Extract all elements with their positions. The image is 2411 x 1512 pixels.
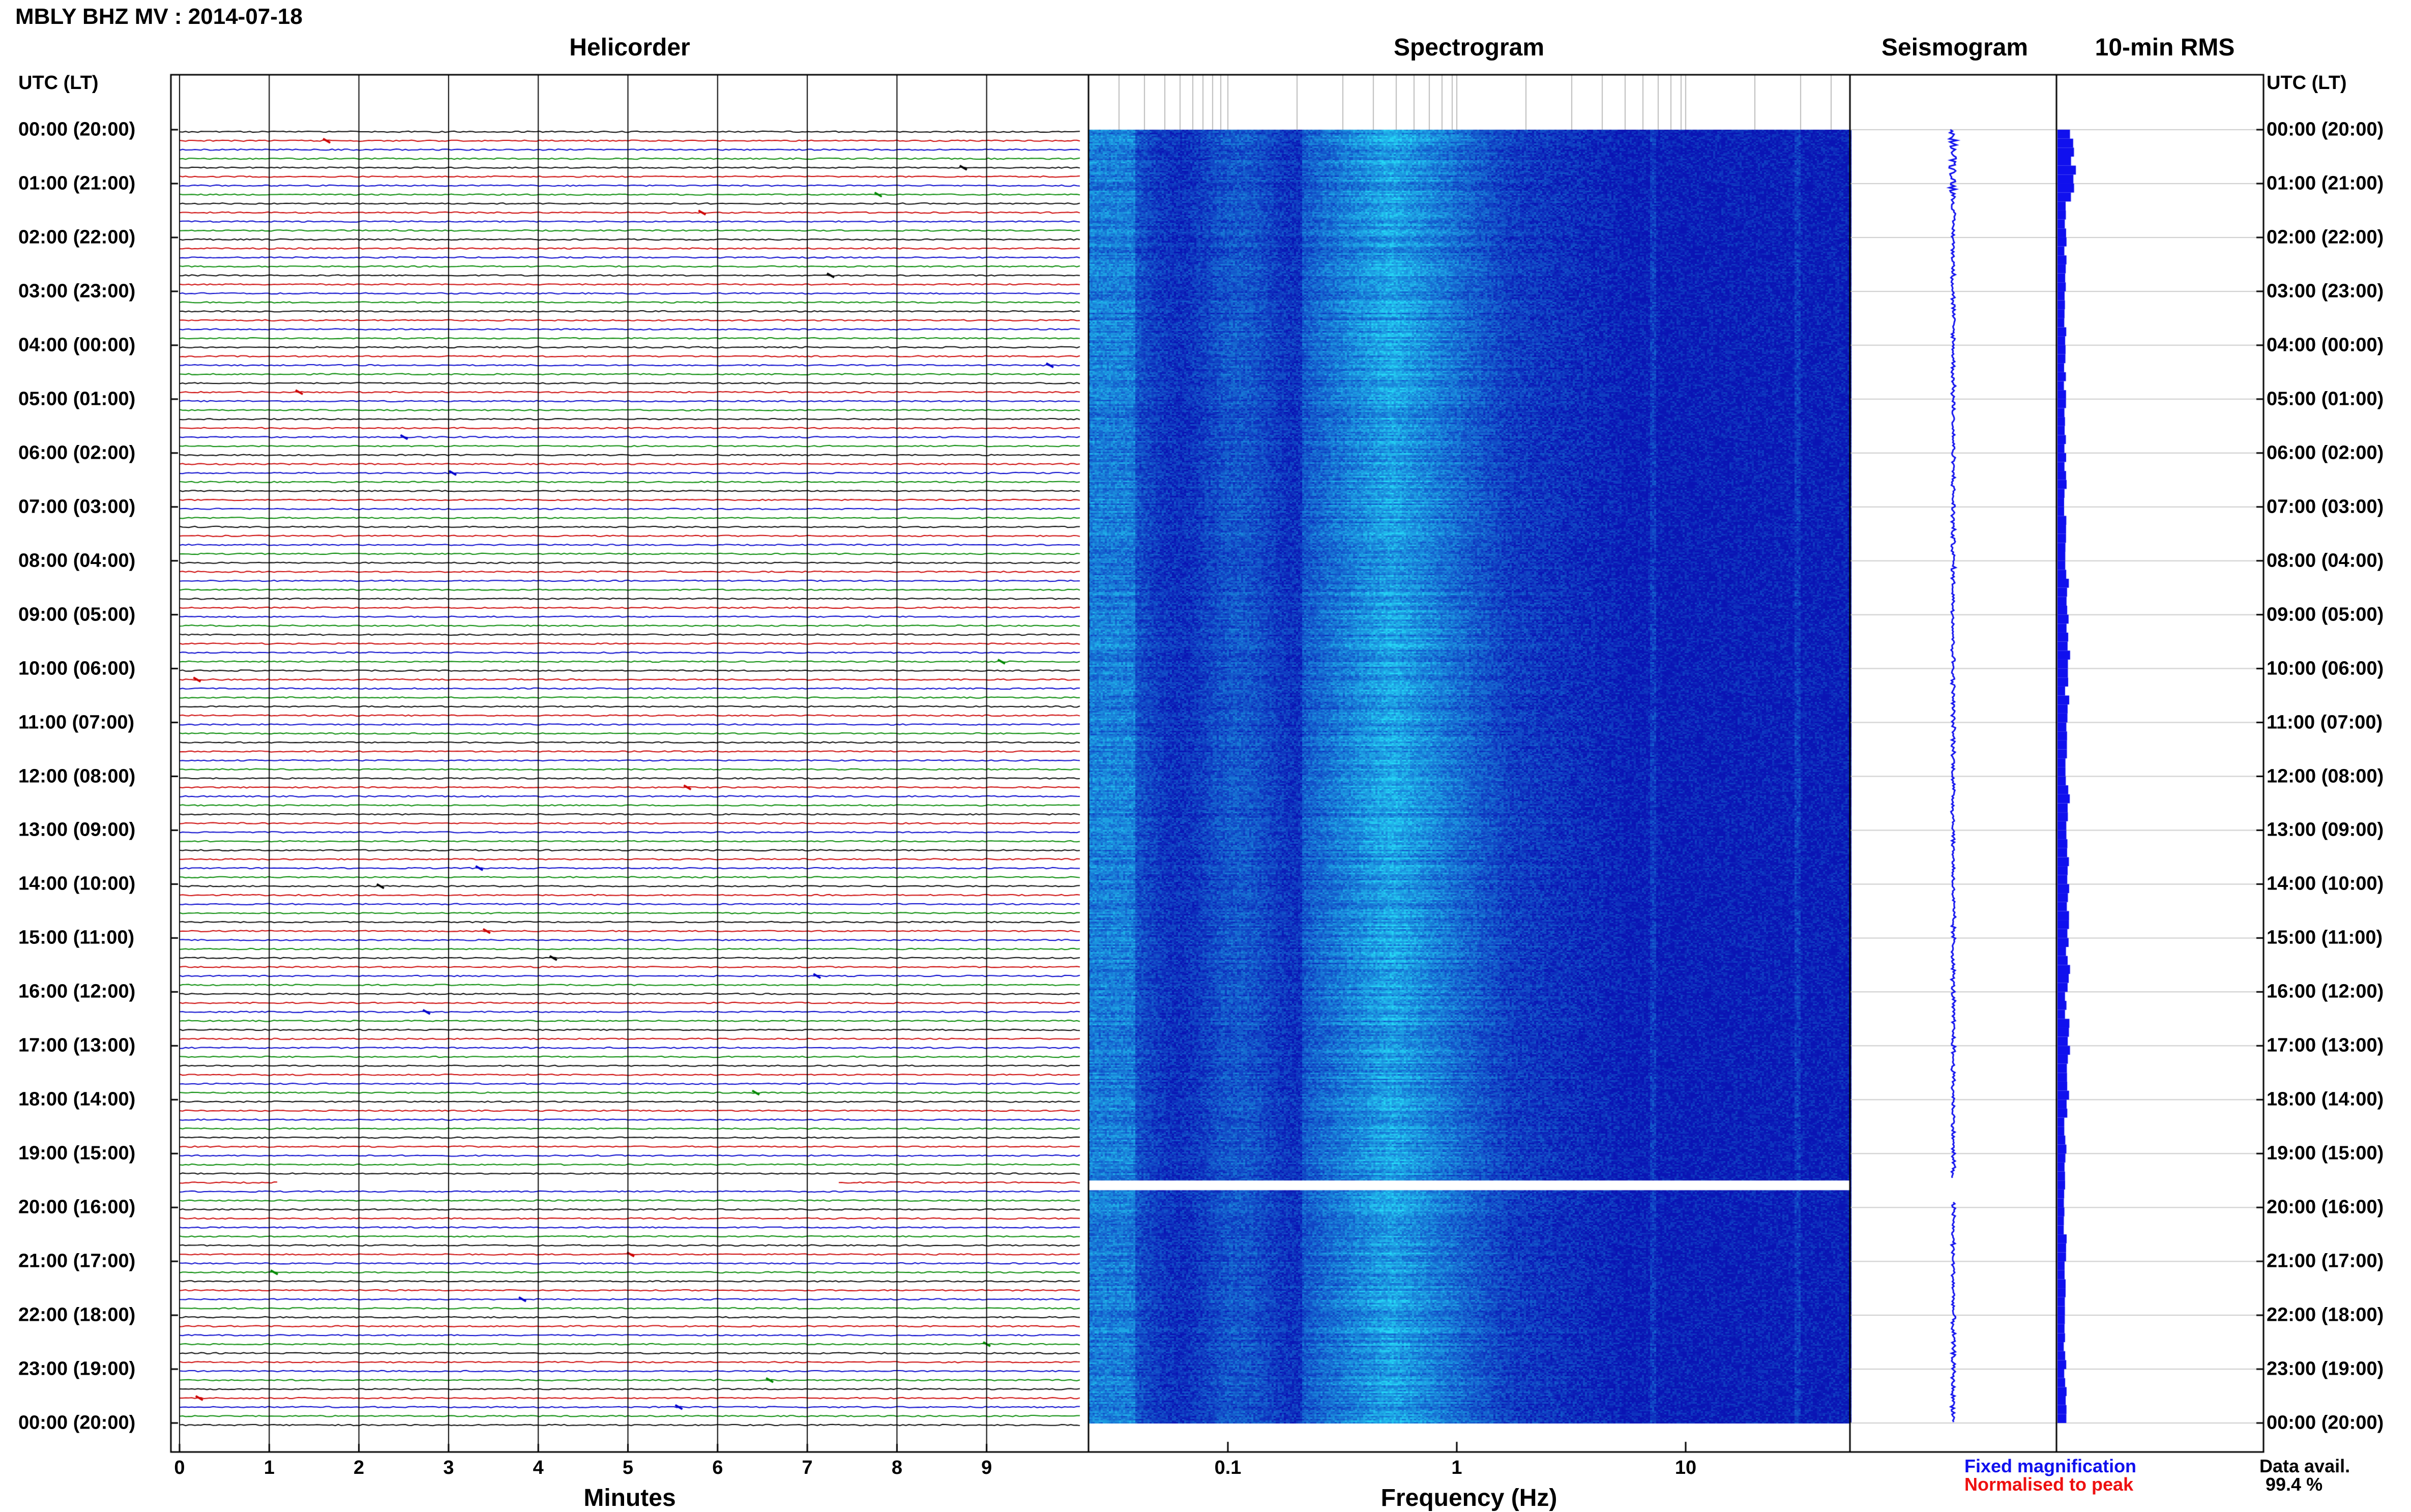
time-label-left: 13:00 (09:00) bbox=[18, 819, 136, 841]
time-label-right: 08:00 (04:00) bbox=[2267, 550, 2384, 572]
minutes-tick-label: 9 bbox=[981, 1457, 992, 1478]
seismogram-title: Seismogram bbox=[1881, 34, 2028, 61]
time-label-right: 17:00 (13:00) bbox=[2267, 1034, 2384, 1056]
utc-header-left: UTC (LT) bbox=[18, 72, 99, 94]
time-label-right: 09:00 (05:00) bbox=[2267, 604, 2384, 626]
time-label-left: 17:00 (13:00) bbox=[18, 1034, 136, 1056]
time-label-right: 10:00 (06:00) bbox=[2267, 658, 2384, 679]
time-label-right: 18:00 (14:00) bbox=[2267, 1088, 2384, 1110]
time-label-left: 06:00 (02:00) bbox=[18, 442, 136, 464]
time-label-left: 16:00 (12:00) bbox=[18, 981, 136, 1002]
minutes-tick-label: 5 bbox=[622, 1457, 634, 1478]
frequency-axis-label: Frequency (Hz) bbox=[1380, 1485, 1557, 1511]
time-label-right: 07:00 (03:00) bbox=[2267, 496, 2384, 518]
frequency-tick-label: 10 bbox=[1674, 1457, 1697, 1478]
minutes-tick-label: 4 bbox=[533, 1457, 544, 1478]
time-label-left: 12:00 (08:00) bbox=[18, 765, 136, 787]
page-title: MBLY BHZ MV : 2014-07-18 bbox=[15, 4, 303, 29]
time-label-right: 16:00 (12:00) bbox=[2267, 981, 2384, 1002]
time-label-left: 22:00 (18:00) bbox=[18, 1304, 136, 1326]
time-label-right: 00:00 (20:00) bbox=[2267, 1412, 2384, 1434]
time-label-left: 05:00 (01:00) bbox=[18, 388, 136, 410]
time-label-left: 18:00 (14:00) bbox=[18, 1088, 136, 1110]
time-label-right: 21:00 (17:00) bbox=[2267, 1250, 2384, 1272]
time-label-left: 21:00 (17:00) bbox=[18, 1250, 136, 1272]
helicorder-title: Helicorder bbox=[569, 34, 690, 61]
time-label-left: 10:00 (06:00) bbox=[18, 658, 136, 679]
time-label-left: 07:00 (03:00) bbox=[18, 496, 136, 518]
time-label-left: 11:00 (07:00) bbox=[18, 711, 135, 733]
minutes-tick-label: 2 bbox=[354, 1457, 365, 1478]
minutes-tick-label: 0 bbox=[174, 1457, 185, 1478]
time-label-left: 23:00 (19:00) bbox=[18, 1358, 136, 1380]
time-label-left: 01:00 (21:00) bbox=[18, 172, 136, 194]
time-label-left: 14:00 (10:00) bbox=[18, 873, 136, 895]
data-avail-label: Data avail. bbox=[2259, 1456, 2350, 1476]
time-label-left: 02:00 (22:00) bbox=[18, 226, 136, 248]
minutes-tick-label: 7 bbox=[802, 1457, 813, 1478]
time-label-right: 12:00 (08:00) bbox=[2267, 765, 2384, 787]
time-label-left: 19:00 (15:00) bbox=[18, 1142, 136, 1164]
time-label-left: 04:00 (00:00) bbox=[18, 334, 136, 356]
time-label-left: 09:00 (05:00) bbox=[18, 604, 136, 626]
time-label-right: 13:00 (09:00) bbox=[2267, 819, 2384, 841]
frequency-tick-label: 0.1 bbox=[1214, 1457, 1242, 1478]
time-label-right: 14:00 (10:00) bbox=[2267, 873, 2384, 895]
time-label-right: 19:00 (15:00) bbox=[2267, 1142, 2384, 1164]
spectrogram-title: Spectrogram bbox=[1393, 34, 1545, 61]
time-label-right: 00:00 (20:00) bbox=[2267, 118, 2384, 140]
minutes-tick-label: 1 bbox=[263, 1457, 275, 1478]
data-avail-value: 99.4 % bbox=[2266, 1474, 2323, 1495]
frequency-tick-label: 1 bbox=[1451, 1457, 1462, 1478]
time-label-right: 01:00 (21:00) bbox=[2267, 172, 2384, 194]
time-label-right: 05:00 (01:00) bbox=[2267, 388, 2384, 410]
time-label-left: 00:00 (20:00) bbox=[18, 118, 136, 140]
time-label-right: 04:00 (00:00) bbox=[2267, 334, 2384, 356]
time-label-right: 22:00 (18:00) bbox=[2267, 1304, 2384, 1326]
time-label-left: 15:00 (11:00) bbox=[18, 927, 135, 948]
time-label-left: 20:00 (16:00) bbox=[18, 1196, 136, 1218]
time-label-left: 08:00 (04:00) bbox=[18, 550, 136, 572]
legend-normalised-to-peak: Normalised to peak bbox=[1964, 1474, 2134, 1495]
time-label-right: 02:00 (22:00) bbox=[2267, 226, 2384, 248]
time-label-right: 15:00 (11:00) bbox=[2267, 927, 2383, 948]
minutes-tick-label: 8 bbox=[891, 1457, 902, 1478]
time-label-right: 23:00 (19:00) bbox=[2267, 1358, 2384, 1380]
rms-title: 10-min RMS bbox=[2095, 34, 2235, 61]
time-label-right: 03:00 (23:00) bbox=[2267, 280, 2384, 302]
legend-fixed-magnification: Fixed magnification bbox=[1964, 1456, 2137, 1476]
utc-header-right: UTC (LT) bbox=[2267, 72, 2347, 94]
minutes-tick-label: 3 bbox=[443, 1457, 454, 1478]
time-label-right: 11:00 (07:00) bbox=[2267, 711, 2383, 733]
time-label-right: 20:00 (16:00) bbox=[2267, 1196, 2384, 1218]
time-label-left: 00:00 (20:00) bbox=[18, 1412, 136, 1434]
time-label-right: 06:00 (02:00) bbox=[2267, 442, 2384, 464]
time-label-left: 03:00 (23:00) bbox=[18, 280, 136, 302]
minutes-tick-label: 6 bbox=[712, 1457, 723, 1478]
minutes-axis-label: Minutes bbox=[583, 1485, 676, 1511]
